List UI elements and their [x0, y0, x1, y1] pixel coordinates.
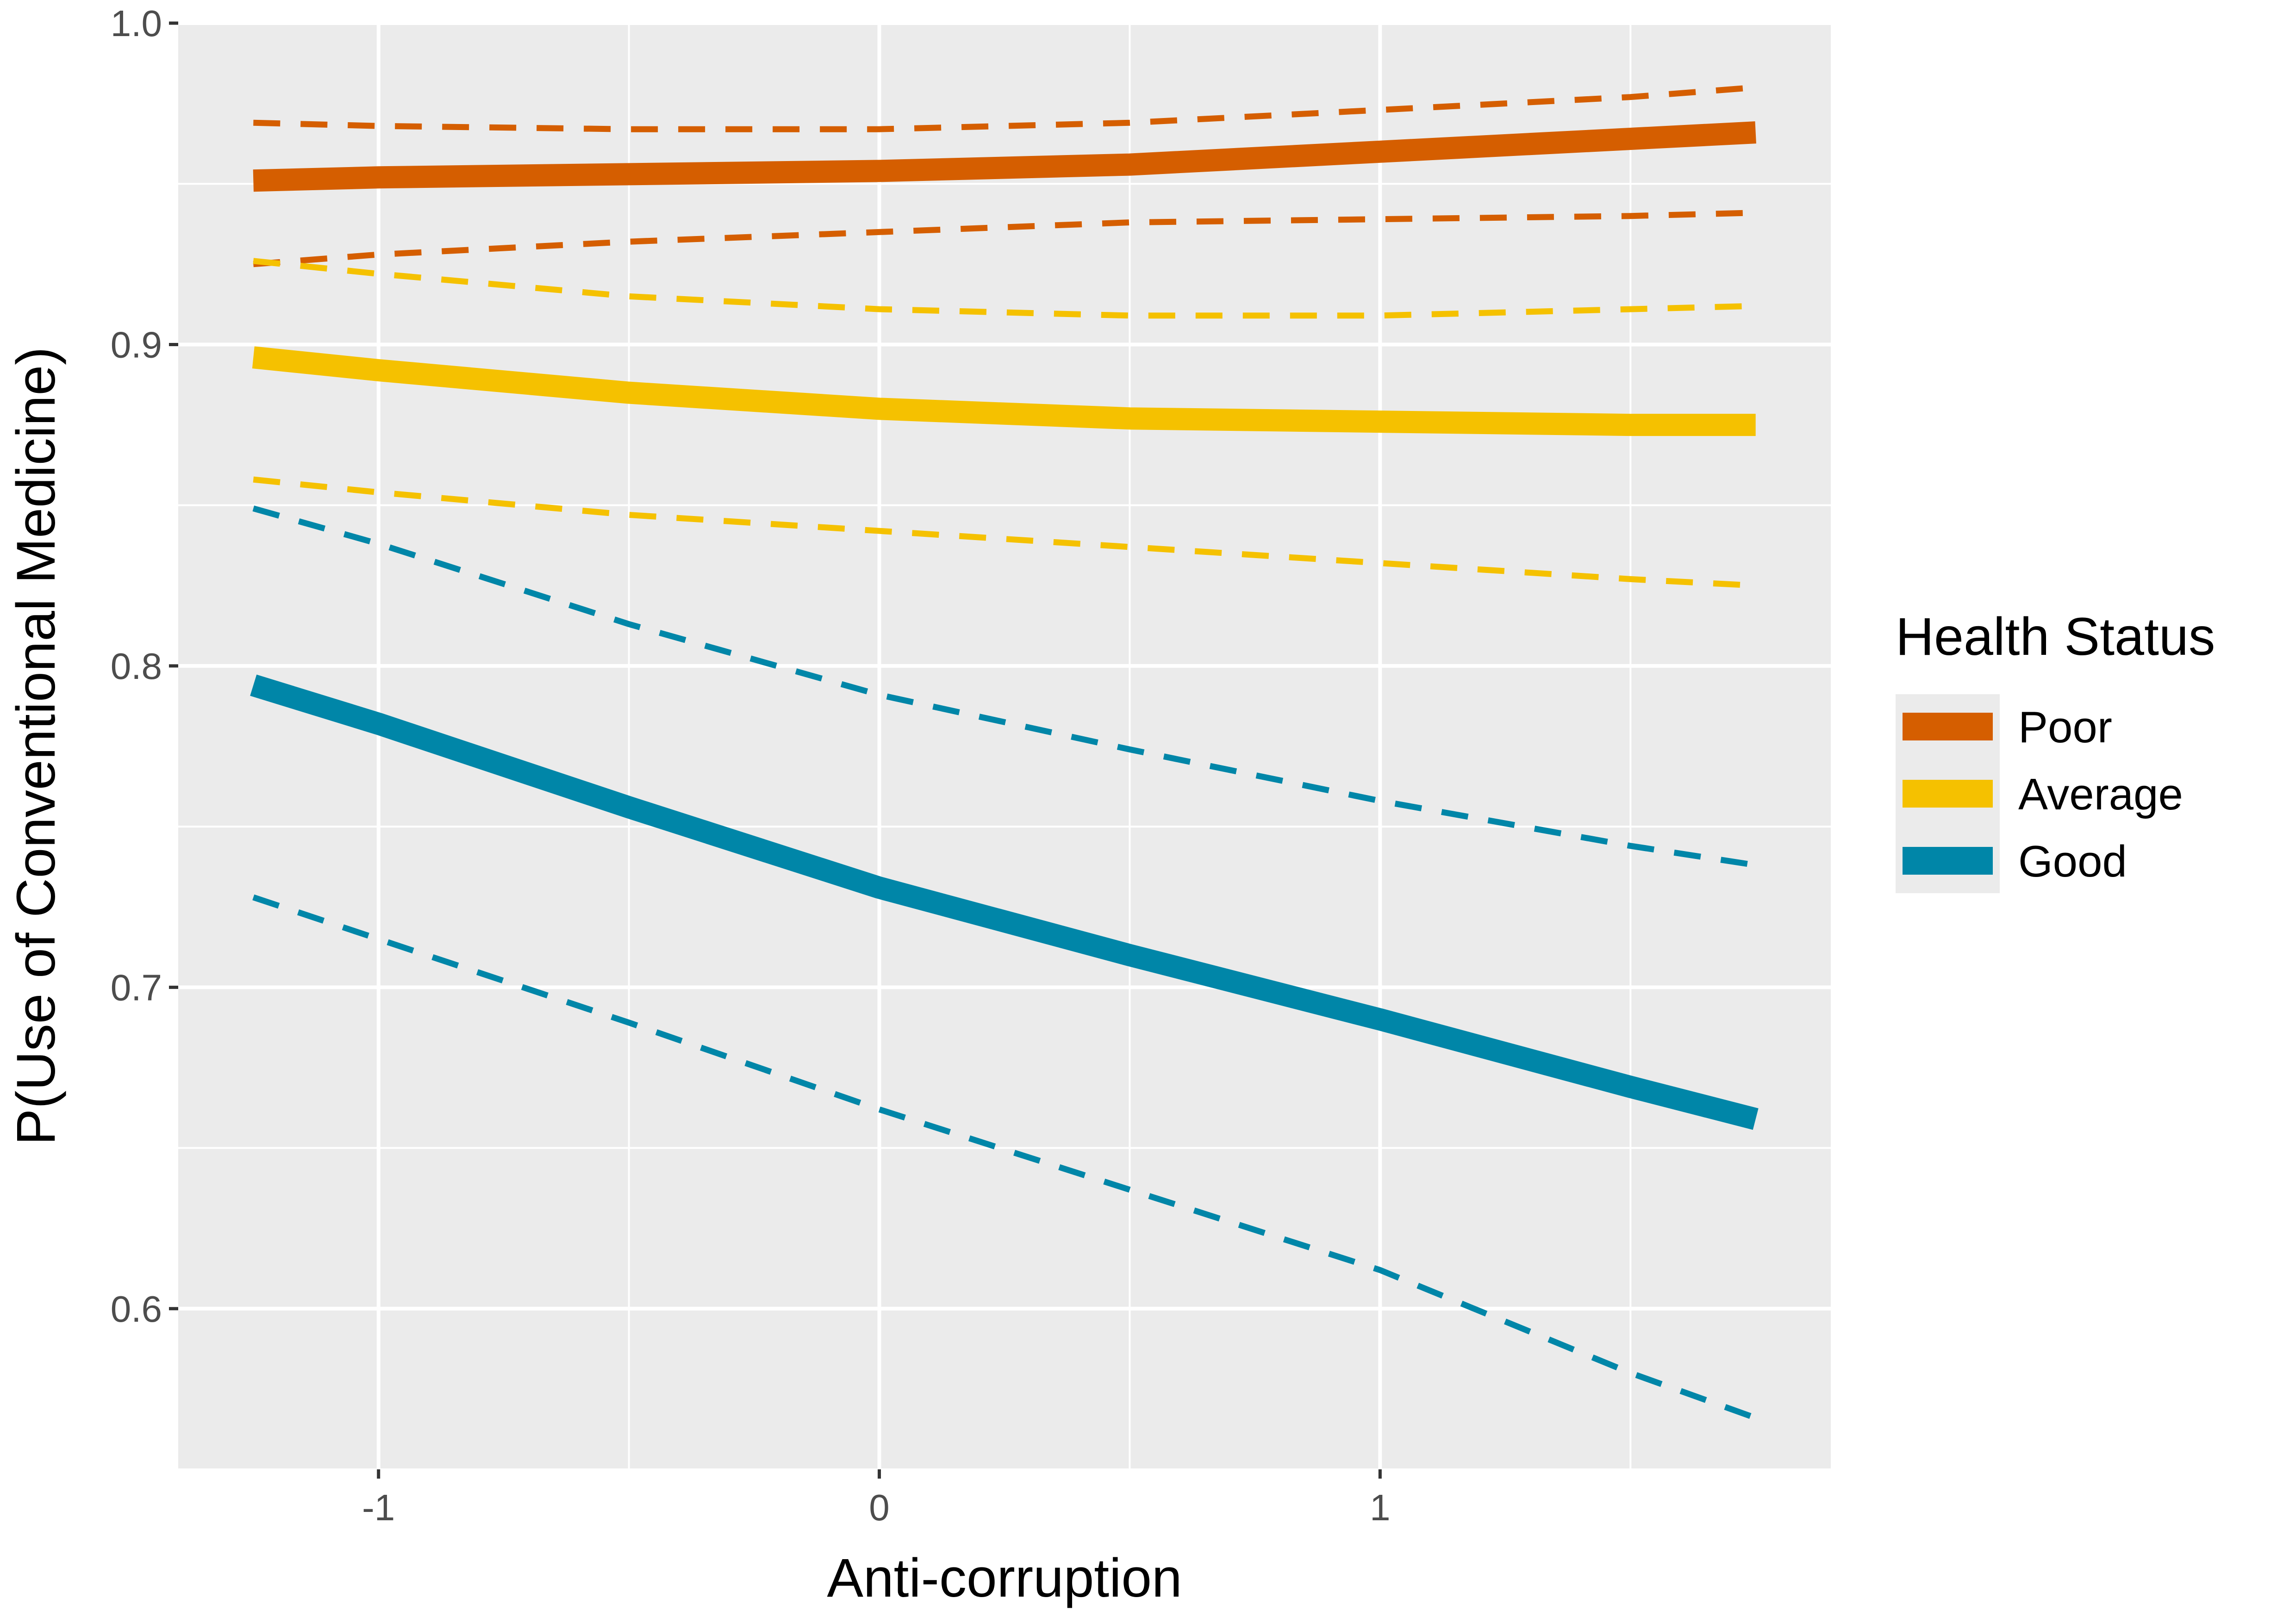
series-poor-line: [253, 121, 1756, 192]
y-tick-label: 0.8: [111, 646, 162, 687]
x-tick-label: -1: [362, 1487, 395, 1528]
series-lines: [250, 84, 1759, 1421]
y-axis-title: P(Use of Conventional Medicine): [6, 347, 67, 1145]
legend-key-average: [1903, 780, 1993, 808]
y-axis: 0.6 0.7 0.8 0.9 1.0: [111, 3, 178, 1330]
legend-items: Poor Average Good: [1903, 703, 2183, 886]
x-axis: -1 0 1: [362, 1469, 1391, 1528]
y-tick-label: 0.6: [111, 1288, 162, 1330]
legend-title: Health Status: [1896, 607, 2215, 666]
series-good-upper-bound: [252, 505, 1756, 868]
x-axis-title: Anti-corruption: [827, 1548, 1182, 1609]
legend-key-good: [1903, 847, 1993, 875]
series-average-line: [252, 346, 1756, 436]
legend: Health Status Poor Average Good: [1896, 607, 2215, 893]
legend-key-poor: [1903, 713, 1993, 740]
major-gridlines: [178, 21, 1831, 1469]
legend-label-average: Average: [2018, 770, 2183, 819]
x-tick-label: 0: [869, 1487, 890, 1528]
series-average-lower-bound: [253, 476, 1756, 589]
y-tick-label: 0.9: [111, 324, 162, 365]
x-tick-label: 1: [1370, 1487, 1391, 1528]
y-tick-label: 0.7: [111, 967, 162, 1008]
series-poor-lower-bound: [253, 210, 1756, 267]
minor-gridlines: [127, 23, 1831, 1470]
y-tick-label: 1.0: [111, 3, 162, 44]
series-average-upper-bound: [253, 258, 1756, 319]
series-good-line: [250, 674, 1759, 1130]
series-poor-upper-bound: [253, 84, 1756, 132]
legend-label-good: Good: [2018, 837, 2127, 886]
legend-label-poor: Poor: [2018, 703, 2112, 752]
